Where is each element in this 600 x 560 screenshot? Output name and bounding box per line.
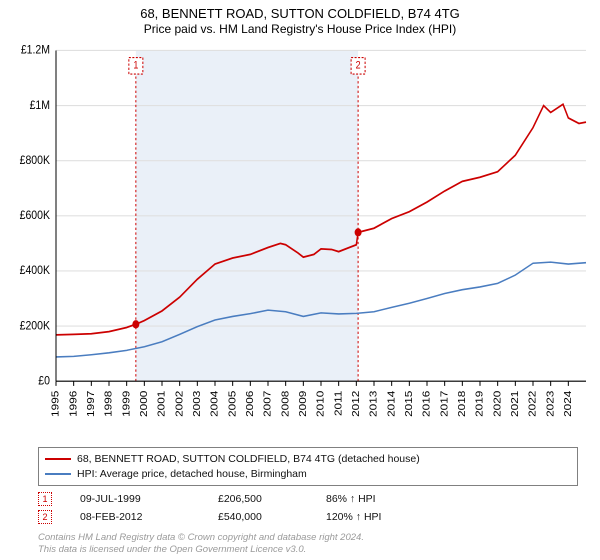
datapoint-marker: 2 — [38, 510, 52, 524]
svg-text:2002: 2002 — [174, 391, 185, 417]
svg-text:2001: 2001 — [157, 391, 168, 417]
legend-label: HPI: Average price, detached house, Birm… — [77, 467, 307, 482]
svg-text:2: 2 — [356, 60, 361, 72]
svg-text:2005: 2005 — [227, 391, 238, 417]
svg-text:2013: 2013 — [369, 391, 380, 417]
svg-text:2014: 2014 — [386, 391, 397, 417]
chart-container: 68, BENNETT ROAD, SUTTON COLDFIELD, B74 … — [0, 0, 600, 560]
svg-text:£800K: £800K — [20, 155, 51, 168]
svg-text:£200K: £200K — [20, 320, 51, 333]
footer: Contains HM Land Registry data © Crown c… — [38, 532, 578, 556]
legend-swatch — [45, 473, 71, 475]
svg-text:2017: 2017 — [439, 391, 450, 417]
datapoint-row: 1 09-JUL-1999 £206,500 86% ↑ HPI — [38, 492, 578, 506]
legend-label: 68, BENNETT ROAD, SUTTON COLDFIELD, B74 … — [77, 452, 420, 467]
legend-swatch — [45, 458, 71, 460]
svg-text:2015: 2015 — [404, 391, 415, 417]
datapoint-relative: 120% ↑ HPI — [326, 511, 416, 523]
svg-text:2000: 2000 — [139, 391, 150, 417]
title-sub: Price paid vs. HM Land Registry's House … — [8, 22, 592, 37]
svg-text:2007: 2007 — [263, 391, 274, 417]
legend-row: HPI: Average price, detached house, Birm… — [45, 467, 571, 482]
datapoint-relative: 86% ↑ HPI — [326, 493, 416, 505]
svg-text:£0: £0 — [38, 375, 50, 388]
svg-text:1997: 1997 — [86, 391, 97, 417]
svg-text:2018: 2018 — [457, 391, 468, 417]
svg-text:2011: 2011 — [333, 391, 344, 416]
svg-text:2004: 2004 — [210, 391, 221, 417]
footer-line1: Contains HM Land Registry data © Crown c… — [38, 532, 578, 544]
svg-text:2024: 2024 — [563, 391, 574, 417]
datapoint-date: 09-JUL-1999 — [80, 493, 190, 505]
footer-line2: This data is licensed under the Open Gov… — [38, 544, 578, 556]
svg-text:1: 1 — [133, 60, 138, 72]
title-block: 68, BENNETT ROAD, SUTTON COLDFIELD, B74 … — [8, 6, 592, 37]
svg-text:1996: 1996 — [68, 391, 79, 417]
svg-text:2019: 2019 — [475, 391, 486, 417]
legend: 68, BENNETT ROAD, SUTTON COLDFIELD, B74 … — [38, 447, 578, 486]
svg-text:£600K: £600K — [20, 210, 51, 223]
chart-svg: £0 £200K £400K £600K £800K £1M £1.2M 1995 1996 19… — [8, 41, 592, 443]
datapoint-price: £540,000 — [218, 511, 298, 523]
svg-text:£1.2M: £1.2M — [21, 44, 50, 57]
datapoints-table: 1 09-JUL-1999 £206,500 86% ↑ HPI 2 08-FEB-201… — [38, 492, 578, 528]
svg-text:1995: 1995 — [51, 391, 62, 417]
svg-text:2010: 2010 — [316, 391, 327, 417]
svg-text:1998: 1998 — [104, 391, 115, 417]
chart-area: £0 £200K £400K £600K £800K £1M £1.2M 1995 1996 19… — [8, 41, 592, 443]
svg-text:2012: 2012 — [351, 391, 362, 417]
datapoint-row: 2 08-FEB-2012 £540,000 120% ↑ HPI — [38, 510, 578, 524]
datapoint-marker: 1 — [38, 492, 52, 506]
svg-text:2006: 2006 — [245, 391, 256, 417]
datapoint-date: 08-FEB-2012 — [80, 511, 190, 523]
title-main: 68, BENNETT ROAD, SUTTON COLDFIELD, B74 … — [8, 6, 592, 22]
svg-text:1999: 1999 — [121, 391, 132, 417]
svg-text:2023: 2023 — [545, 391, 556, 417]
svg-text:£400K: £400K — [20, 265, 51, 278]
svg-text:£1M: £1M — [30, 99, 50, 112]
svg-text:2020: 2020 — [492, 391, 503, 417]
svg-text:2003: 2003 — [192, 391, 203, 417]
svg-text:2009: 2009 — [298, 391, 309, 417]
legend-row: 68, BENNETT ROAD, SUTTON COLDFIELD, B74 … — [45, 452, 571, 467]
svg-text:2021: 2021 — [510, 391, 521, 417]
svg-text:2016: 2016 — [422, 391, 433, 417]
datapoint-price: £206,500 — [218, 493, 298, 505]
svg-text:2022: 2022 — [528, 391, 539, 417]
svg-text:2008: 2008 — [280, 391, 291, 417]
